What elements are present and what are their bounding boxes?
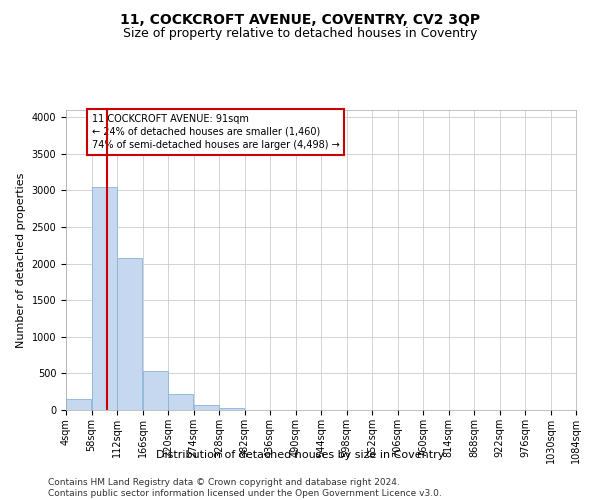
- Bar: [143, 371, 168, 410]
- Text: Size of property relative to detached houses in Coventry: Size of property relative to detached ho…: [123, 28, 477, 40]
- Bar: [194, 405, 219, 410]
- Bar: [168, 394, 193, 410]
- Text: Contains HM Land Registry data © Crown copyright and database right 2024.: Contains HM Land Registry data © Crown c…: [48, 478, 400, 487]
- Y-axis label: Number of detached properties: Number of detached properties: [16, 172, 26, 348]
- Text: 11 COCKCROFT AVENUE: 91sqm
← 24% of detached houses are smaller (1,460)
74% of s: 11 COCKCROFT AVENUE: 91sqm ← 24% of deta…: [91, 114, 339, 150]
- Bar: [92, 187, 117, 410]
- Text: 11, COCKCROFT AVENUE, COVENTRY, CV2 3QP: 11, COCKCROFT AVENUE, COVENTRY, CV2 3QP: [120, 12, 480, 26]
- Bar: [66, 399, 91, 410]
- Text: Contains public sector information licensed under the Open Government Licence v3: Contains public sector information licen…: [48, 490, 442, 498]
- Text: Distribution of detached houses by size in Coventry: Distribution of detached houses by size …: [156, 450, 444, 460]
- Bar: [219, 408, 244, 410]
- Bar: [117, 258, 142, 410]
